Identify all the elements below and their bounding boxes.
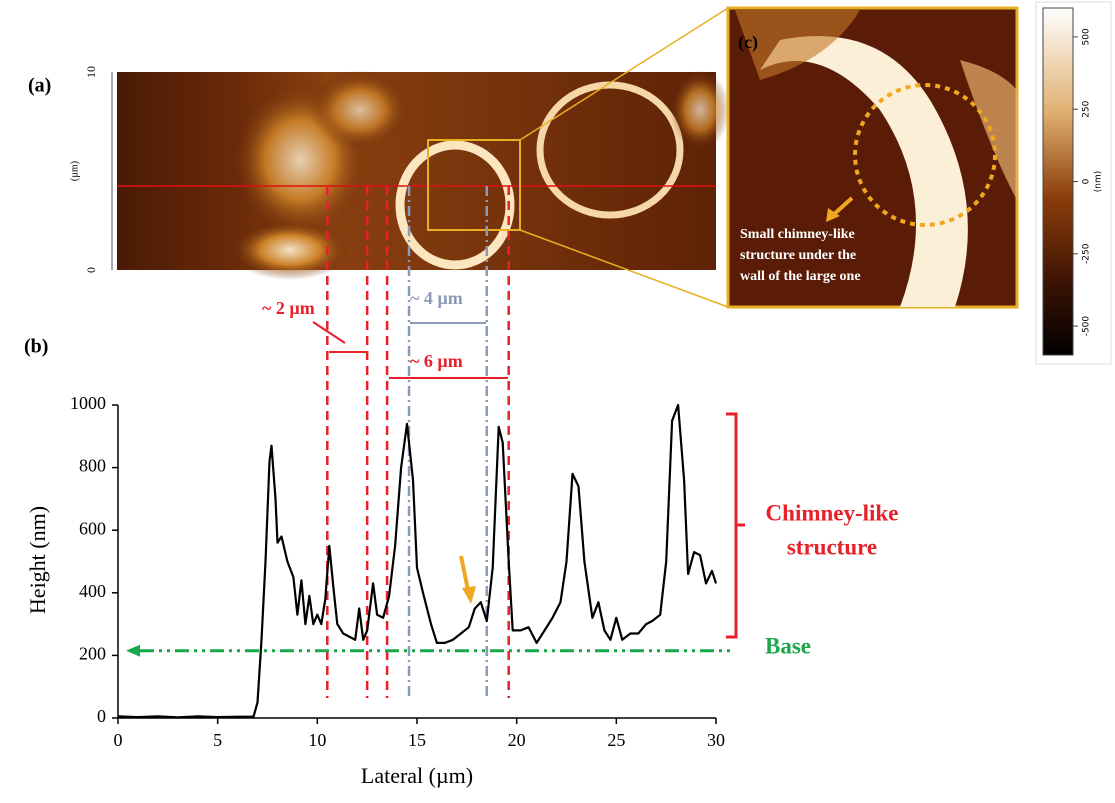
base-arrowhead [126, 644, 140, 657]
annotation: ~ 4 µm [410, 288, 463, 308]
panel-label: (a) [28, 75, 51, 97]
y-tick-label: 200 [79, 644, 106, 664]
colorbar-tick-label: 250 [1082, 100, 1092, 117]
x-tick-label: 10 [308, 730, 326, 750]
y-tick-label: 400 [79, 581, 106, 601]
panel-label: (c) [738, 32, 758, 53]
panel-label: (b) [24, 336, 48, 358]
annotation: Base [765, 633, 811, 658]
colorbar-tick-label: 0 [1082, 178, 1092, 184]
y-tick-label: 800 [79, 456, 106, 476]
afm-tick-label: 0 [84, 267, 98, 273]
y-tick-label: 0 [97, 706, 106, 726]
annotation: wall of the large one [740, 269, 861, 284]
bracket [726, 412, 745, 639]
y-tick-label: 600 [79, 518, 106, 538]
annotation: ~ 6 µm [410, 351, 463, 371]
afm-image [111, 7, 730, 308]
yellow-arrow [459, 555, 476, 604]
x-tick-label: 30 [707, 730, 725, 750]
colorbar-tick-label: -250 [1082, 243, 1092, 264]
colorbar-tick-label: 500 [1082, 28, 1092, 45]
afm-inset [726, 6, 1019, 309]
x-axis-label: Lateral (µm) [361, 763, 473, 788]
colorbar-tick-label: -500 [1082, 316, 1092, 337]
x-tick-label: 0 [114, 730, 123, 750]
x-tick-label: 25 [607, 730, 625, 750]
annotation: ~ 2 µm [262, 298, 315, 318]
colorbar-unit: (nm) [1094, 171, 1104, 193]
afm-unit: (µm) [69, 161, 80, 181]
dimension-arrows [312, 321, 508, 379]
annotation: Chimney-like [766, 500, 899, 525]
annotation: structure under the [740, 248, 856, 263]
afm-tick-label: 10 [84, 66, 98, 78]
annotation: structure [787, 534, 877, 559]
colorbar [1035, 1, 1112, 365]
x-tick-label: 20 [508, 730, 526, 750]
y-axis-label: Height (nm) [25, 506, 50, 614]
x-tick-label: 5 [213, 730, 222, 750]
annotation: Small chimney-like [740, 227, 855, 242]
profile-line [117, 403, 718, 719]
y-tick-label: 1000 [70, 393, 106, 413]
x-tick-label: 15 [408, 730, 426, 750]
